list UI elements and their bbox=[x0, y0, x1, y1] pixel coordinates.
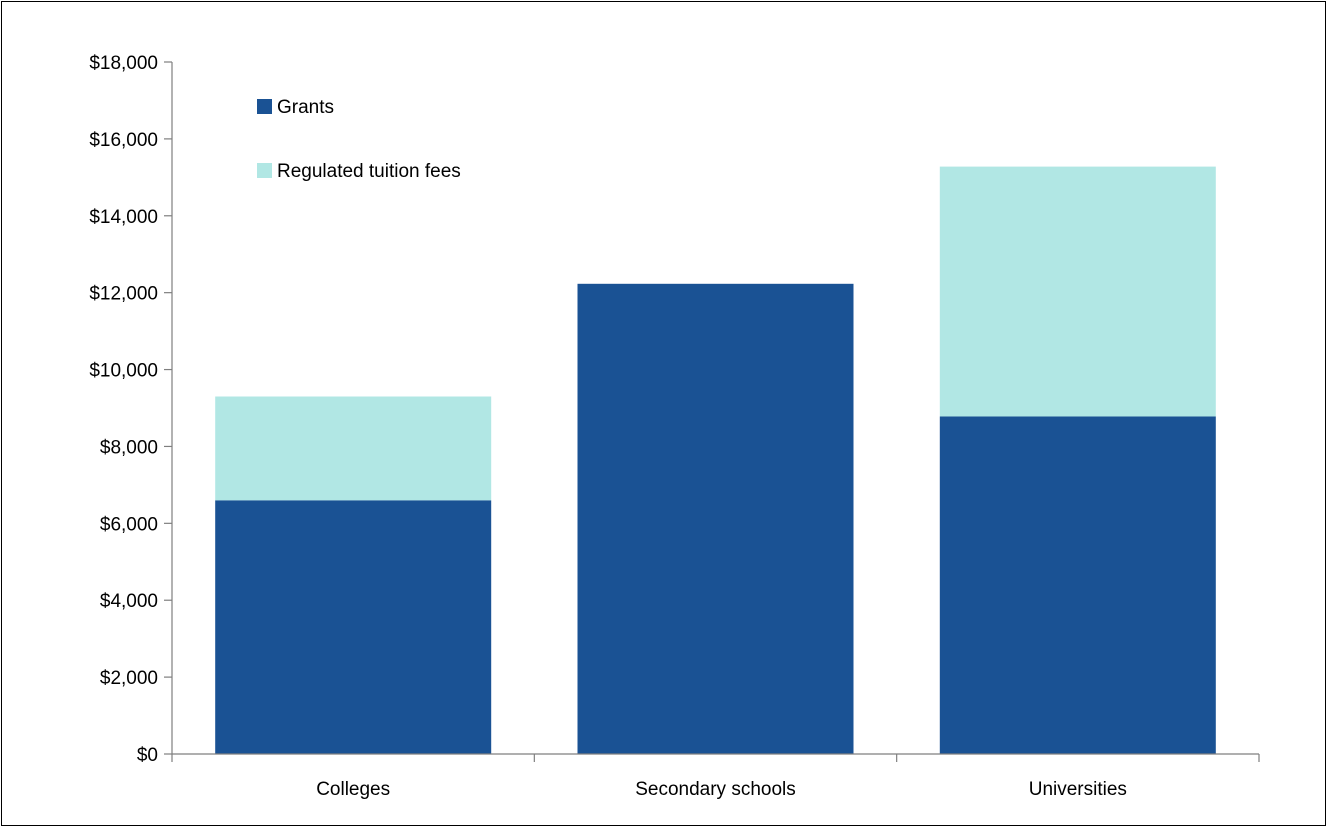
y-tick-label: $10,000 bbox=[89, 361, 158, 382]
bar-secondary-schools-grants bbox=[577, 283, 854, 754]
legend-label-regulated-tuition-fees: Regulated tuition fees bbox=[277, 161, 461, 182]
legend-label-grants: Grants bbox=[277, 97, 334, 118]
y-tick-label: $6,000 bbox=[100, 514, 158, 535]
y-tick-label: $16,000 bbox=[89, 130, 158, 151]
legend-swatch-regulated-tuition-fees bbox=[257, 163, 272, 178]
x-tick-label: Secondary schools bbox=[635, 779, 796, 800]
legend-swatch-grants bbox=[257, 99, 272, 114]
y-tick-label: $18,000 bbox=[89, 53, 158, 74]
bar-universities-regulated-tuition-fees bbox=[939, 166, 1216, 417]
bar-colleges-grants bbox=[215, 500, 492, 754]
y-tick-label: $4,000 bbox=[100, 591, 158, 612]
y-tick-label: $12,000 bbox=[89, 284, 158, 305]
bar-colleges-regulated-tuition-fees bbox=[215, 396, 492, 501]
y-tick-label: $0 bbox=[137, 745, 158, 766]
y-tick-label: $2,000 bbox=[100, 668, 158, 689]
bars-group bbox=[215, 166, 1216, 754]
axes-group: $0 $2,000 $4,000 $6,000 $8,000 $10,000 $12,000… bbox=[89, 53, 1260, 800]
y-tick-label: $14,000 bbox=[89, 207, 158, 228]
legend: Grants Regulated tuition fees bbox=[257, 97, 461, 182]
x-tick-label: Universities bbox=[1029, 779, 1127, 800]
x-tick-label: Colleges bbox=[316, 779, 390, 800]
bar-universities-grants bbox=[939, 416, 1216, 754]
y-tick-label: $8,000 bbox=[100, 437, 158, 458]
